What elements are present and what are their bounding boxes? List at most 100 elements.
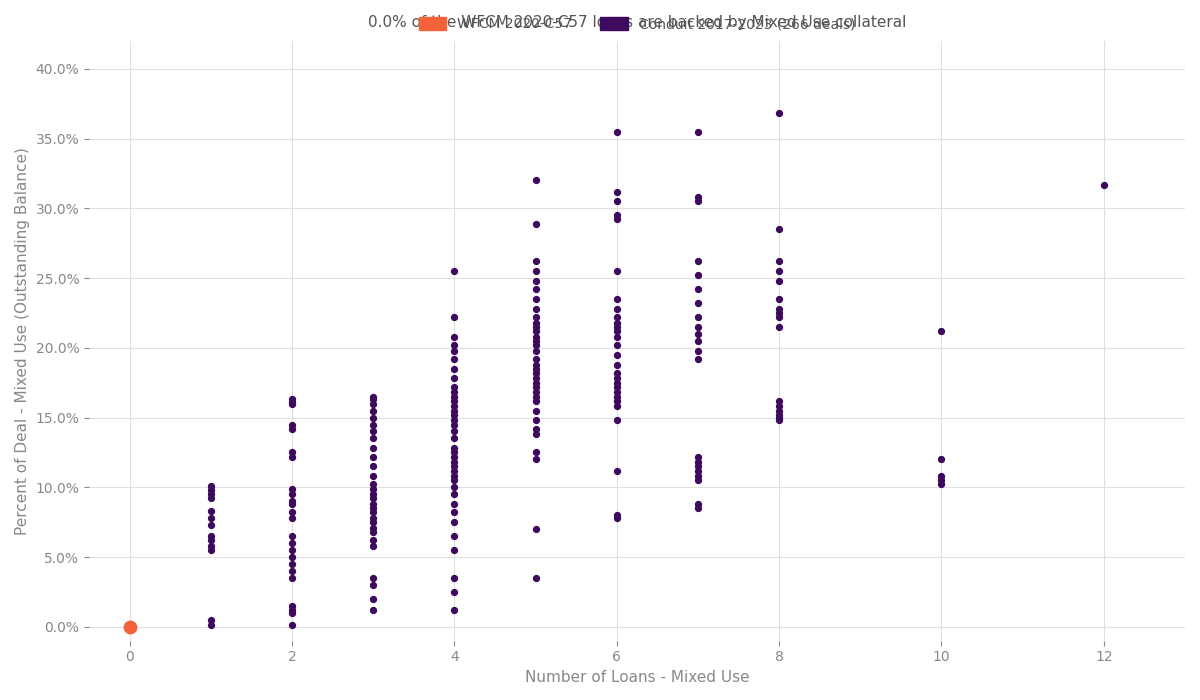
Point: [364, 412, 383, 423]
Point: [769, 265, 788, 276]
Point: [282, 607, 301, 618]
Point: [445, 345, 464, 356]
Point: [689, 475, 708, 486]
Point: [689, 470, 708, 482]
Point: [445, 409, 464, 420]
Point: [282, 394, 301, 405]
Point: [526, 335, 545, 346]
Point: [364, 483, 383, 494]
Point: [769, 303, 788, 314]
Point: [526, 573, 545, 584]
Point: [364, 479, 383, 490]
Point: [607, 377, 626, 388]
Point: [607, 331, 626, 342]
Point: [202, 535, 221, 546]
Point: [607, 126, 626, 137]
Point: [607, 349, 626, 360]
Point: [526, 317, 545, 328]
Point: [364, 580, 383, 591]
Point: [445, 461, 464, 472]
Point: [282, 451, 301, 462]
Point: [364, 489, 383, 500]
Point: [282, 559, 301, 570]
Point: [769, 401, 788, 412]
Point: [689, 196, 708, 207]
Point: [120, 621, 139, 632]
Point: [202, 620, 221, 631]
Point: [526, 303, 545, 314]
Point: [445, 587, 464, 598]
Point: [364, 461, 383, 472]
Point: [607, 196, 626, 207]
Point: [445, 433, 464, 444]
Point: [689, 192, 708, 203]
Y-axis label: Percent of Deal - Mixed Use (Outstanding Balance): Percent of Deal - Mixed Use (Outstanding…: [14, 147, 30, 535]
Point: [607, 510, 626, 521]
Point: [445, 482, 464, 493]
Point: [526, 414, 545, 426]
Point: [526, 326, 545, 337]
Point: [445, 470, 464, 482]
Point: [526, 428, 545, 440]
Point: [364, 517, 383, 528]
Point: [689, 461, 708, 472]
Point: [202, 540, 221, 552]
Point: [282, 538, 301, 549]
Point: [445, 419, 464, 430]
Point: [364, 594, 383, 605]
Point: [607, 293, 626, 304]
Point: [445, 507, 464, 518]
Point: [282, 566, 301, 577]
Point: [689, 456, 708, 468]
Point: [445, 489, 464, 500]
Point: [445, 391, 464, 402]
Point: [526, 423, 545, 434]
Point: [526, 331, 545, 342]
Point: [689, 126, 708, 137]
Point: [769, 108, 788, 119]
Point: [364, 535, 383, 546]
Point: [526, 354, 545, 365]
Point: [445, 517, 464, 528]
Point: [202, 545, 221, 556]
Point: [202, 505, 221, 517]
Point: [1094, 179, 1114, 190]
Point: [445, 531, 464, 542]
Point: [282, 489, 301, 500]
Point: [282, 423, 301, 434]
Point: [364, 394, 383, 405]
Point: [364, 451, 383, 462]
Point: [282, 573, 301, 584]
Point: [526, 312, 545, 323]
Point: [689, 312, 708, 323]
Point: [526, 275, 545, 286]
Point: [282, 545, 301, 556]
Point: [364, 391, 383, 402]
Point: [526, 391, 545, 402]
Point: [769, 307, 788, 318]
Point: [932, 326, 952, 337]
Point: [526, 387, 545, 398]
Point: [282, 531, 301, 542]
Point: [445, 401, 464, 412]
Point: [607, 321, 626, 332]
Point: [445, 405, 464, 416]
Point: [526, 218, 545, 229]
Point: [607, 210, 626, 221]
Point: [445, 382, 464, 393]
Point: [769, 414, 788, 426]
Point: [282, 447, 301, 458]
Point: [932, 470, 952, 482]
Point: [526, 395, 545, 407]
Point: [364, 470, 383, 482]
Point: [526, 175, 545, 186]
Point: [769, 405, 788, 416]
Point: [364, 498, 383, 510]
Point: [769, 312, 788, 323]
Point: [607, 303, 626, 314]
Point: [607, 373, 626, 384]
Point: [607, 391, 626, 402]
Point: [769, 412, 788, 423]
Point: [282, 496, 301, 507]
Point: [364, 493, 383, 504]
